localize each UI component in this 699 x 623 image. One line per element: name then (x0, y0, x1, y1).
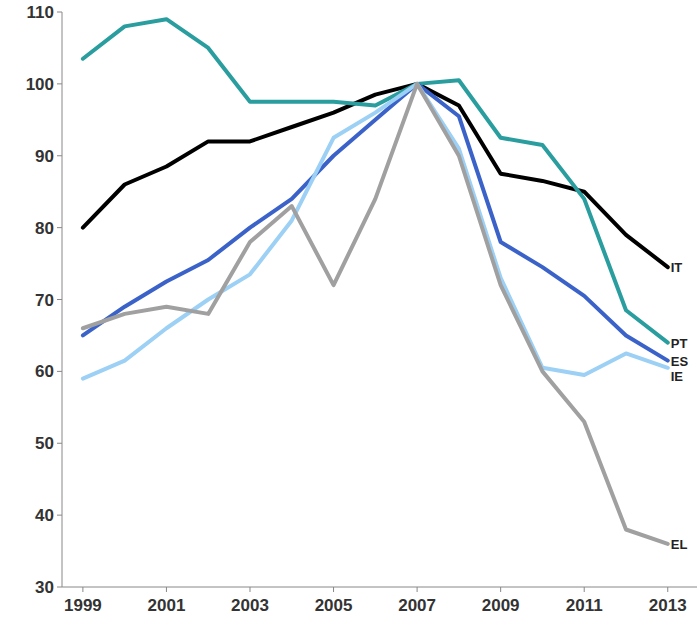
x-tick-label: 2011 (566, 596, 603, 615)
x-tick (584, 587, 585, 592)
x-tick-label: 1999 (64, 596, 102, 615)
y-tick-label: 80 (35, 219, 54, 238)
x-tick (166, 587, 167, 592)
x-tick (333, 587, 334, 592)
x-tick-label: 2001 (148, 596, 186, 615)
y-tick (57, 299, 62, 300)
y-tick-label: 50 (35, 434, 54, 453)
series-label: EL (671, 537, 688, 552)
x-tick-label: 2005 (315, 596, 353, 615)
x-tick-label: 2013 (649, 596, 687, 615)
y-tick (57, 515, 62, 516)
series-label: IT (671, 260, 683, 275)
y-tick-label: 90 (35, 147, 54, 166)
plot-area (83, 19, 668, 544)
y-tick (57, 83, 62, 84)
series-label: ES (671, 354, 689, 369)
y-tick (57, 587, 62, 588)
y-tick-label: 40 (35, 506, 54, 525)
x-tick-label: 2003 (231, 596, 269, 615)
y-tick (57, 12, 62, 13)
x-tick (249, 587, 250, 592)
y-tick (57, 371, 62, 372)
x-tick-label: 2007 (398, 596, 436, 615)
y-tick (57, 443, 62, 444)
x-tick-label: 2009 (482, 596, 520, 615)
x-axis (62, 587, 697, 588)
x-tick (500, 587, 501, 592)
x-tick (667, 587, 668, 592)
series-line (83, 84, 668, 379)
y-tick-label: 100 (26, 75, 54, 94)
y-tick-label: 30 (35, 578, 54, 597)
series-label: IE (671, 369, 684, 384)
y-tick (57, 227, 62, 228)
series-label: PT (671, 336, 688, 351)
y-tick-label: 70 (35, 291, 54, 310)
chart: 30 40 50 60 70 80 90 100 110 1999 2001 2003 2005 2007… (0, 0, 699, 623)
y-tick-label: 110 (27, 3, 54, 22)
x-tick (82, 587, 83, 592)
y-tick-label: 60 (35, 362, 54, 381)
series-line (83, 84, 668, 544)
y-tick (57, 155, 62, 156)
x-tick (417, 587, 418, 592)
series-line (83, 84, 668, 361)
